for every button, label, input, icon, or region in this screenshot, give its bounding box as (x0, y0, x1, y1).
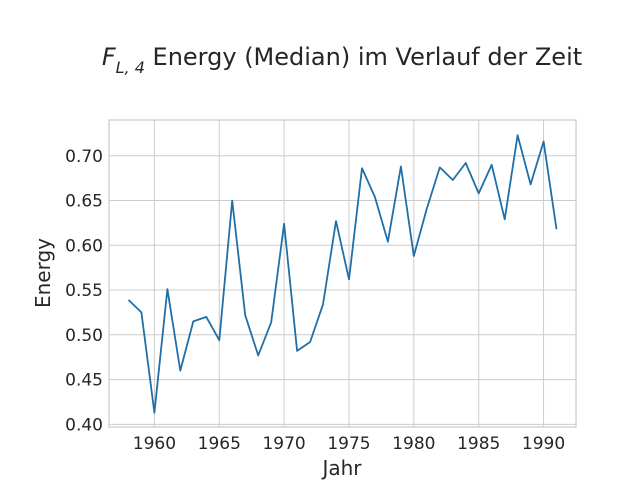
series-line (129, 135, 557, 413)
y-tick-label: 0.40 (65, 415, 103, 435)
chart-title: FL, 4 Energy (Median) im Verlauf der Zei… (102, 43, 582, 77)
y-tick-label: 0.50 (65, 326, 103, 346)
series-layer (128, 135, 556, 413)
x-axis-label: Jahr (320, 456, 362, 480)
title-math-symbol: F (102, 43, 117, 71)
x-tick-label: 1965 (198, 434, 241, 454)
y-tick-label: 0.60 (65, 236, 103, 256)
y-tick-label: 0.65 (65, 192, 103, 212)
x-axis-ticks: 1960 1965 1970 1975 1980 1985 1990 (133, 434, 565, 454)
title-math-subscript: L, 4 (116, 58, 145, 77)
y-tick-label: 0.45 (65, 371, 103, 391)
x-tick-label: 1960 (133, 434, 176, 454)
x-tick-label: 1985 (457, 434, 500, 454)
title-text: Energy (Median) im Verlauf der Zeit (145, 43, 582, 71)
y-axis-label: Energy (31, 238, 55, 308)
x-tick-label: 1975 (327, 434, 370, 454)
y-tick-label: 0.55 (65, 281, 103, 301)
y-tick-label: 0.70 (65, 147, 103, 167)
plot-area-frame (109, 120, 576, 427)
x-tick-label: 1970 (262, 434, 305, 454)
x-tick-label: 1980 (392, 434, 435, 454)
y-axis-ticks: 0.40 0.45 0.50 0.55 0.60 0.65 0.70 (65, 147, 103, 436)
grid (109, 120, 576, 427)
x-tick-label: 1990 (522, 434, 565, 454)
